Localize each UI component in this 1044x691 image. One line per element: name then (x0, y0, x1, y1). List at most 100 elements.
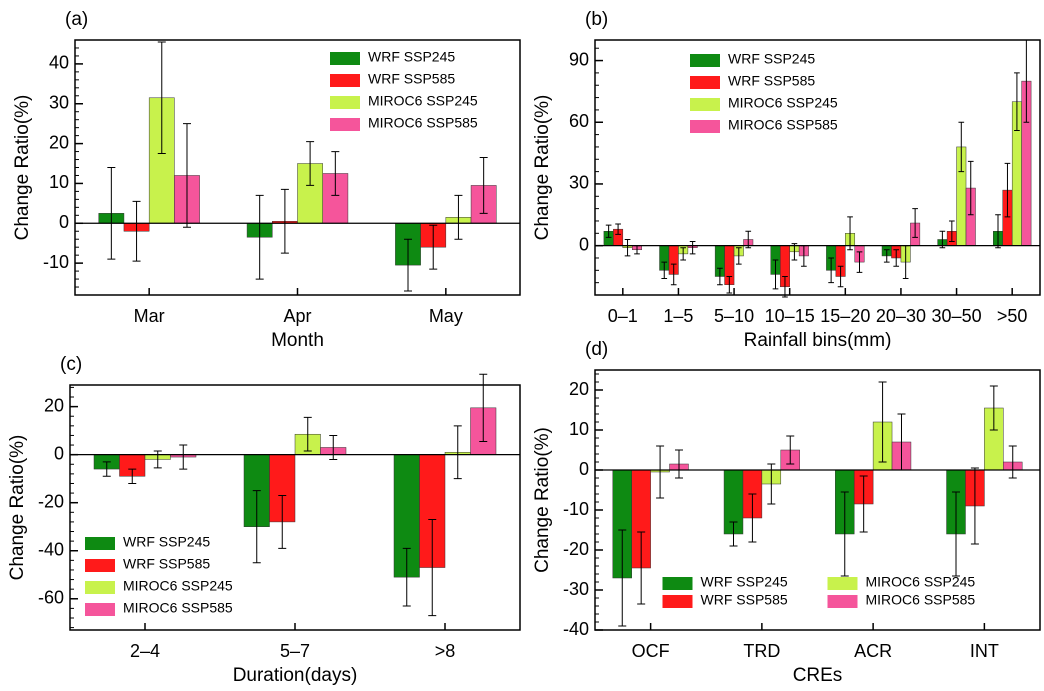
error-bar (670, 263, 677, 286)
legend-label: WRF SSP585 (728, 73, 815, 89)
legend-swatch (827, 577, 858, 590)
x-axis-label: Month (271, 330, 324, 351)
x-tick-label: Mar (134, 306, 165, 326)
error-bar (680, 247, 687, 261)
x-axis-label: CREs (793, 665, 843, 686)
legend-label: MIROC6 SSP245 (728, 95, 838, 111)
y-tick-label: 0 (579, 234, 589, 254)
error-bar (329, 434, 338, 460)
legend-swatch (330, 52, 360, 65)
error-bar (893, 249, 900, 267)
legend-label: MIROC6 SSP585 (123, 600, 233, 616)
error-bar (883, 249, 890, 263)
error-bar (878, 381, 887, 463)
x-tick-label: ACR (854, 641, 892, 661)
error-bar (748, 493, 757, 543)
legend-swatch (330, 74, 360, 87)
legend-swatch (330, 118, 360, 131)
error-bar (1004, 162, 1011, 218)
y-tick-label: 40 (49, 53, 69, 73)
error-bar (995, 214, 1001, 249)
legend-swatch (330, 96, 360, 109)
x-tick-label: >8 (435, 641, 456, 661)
legend-label: MIROC6 SSP245 (368, 93, 478, 109)
legend-swatch (690, 98, 720, 111)
error-bar (1008, 445, 1017, 479)
y-tick-label: -10 (43, 252, 69, 272)
y-tick-label: -40 (563, 619, 589, 639)
legend-label: WRF SSP245 (701, 574, 788, 590)
error-bar (454, 194, 463, 240)
x-tick-label: INT (970, 641, 999, 661)
x-tick-label: 1–5 (663, 306, 693, 326)
legend-label: MIROC6 SSP585 (866, 592, 976, 608)
error-bar (656, 445, 665, 499)
y-tick-label: -20 (38, 491, 64, 511)
error-bar (786, 435, 795, 465)
error-bar (729, 521, 738, 547)
error-bar (726, 275, 733, 294)
y-tick-label: -30 (563, 579, 589, 599)
y-tick-label: 10 (49, 172, 69, 192)
plot-frame (594, 369, 1041, 631)
error-bar (782, 275, 788, 298)
x-axis-label: Rainfall bins(mm) (744, 330, 892, 351)
error-bar (479, 157, 488, 214)
legend-label: WRF SSP585 (123, 556, 210, 572)
legend-label: WRF SSP245 (123, 534, 210, 550)
error-bar (661, 261, 668, 280)
legend-label: MIROC6 SSP585 (368, 115, 478, 131)
error-bar (970, 467, 979, 545)
plot-frame (594, 39, 1041, 296)
y-axis-label: Change Ratio(%) (12, 95, 33, 241)
x-tick-label: 5–10 (714, 306, 754, 326)
x-tick-label: 30–50 (932, 306, 982, 326)
y-tick-label: 10 (569, 419, 589, 439)
error-bar (859, 475, 868, 533)
error-bar (303, 416, 312, 452)
y-tick-label: 20 (44, 395, 64, 415)
error-bar (132, 200, 141, 262)
error-bar (948, 220, 955, 243)
error-bar (107, 167, 116, 260)
error-bar (637, 531, 646, 605)
error-bar (252, 490, 261, 564)
error-bar (453, 425, 462, 480)
legend-swatch (662, 577, 693, 590)
y-tick-label: 20 (569, 379, 589, 399)
error-bar (428, 519, 437, 617)
error-bar (102, 461, 111, 477)
error-bar (989, 385, 998, 431)
legend-label: MIROC6 SSP585 (728, 117, 838, 133)
legend-label: WRF SSP585 (701, 592, 788, 608)
error-bar (791, 243, 798, 261)
y-tick-label: 0 (579, 459, 589, 479)
error-bar (717, 267, 723, 286)
y-tick-label: -60 (38, 588, 64, 608)
error-bar (605, 224, 612, 238)
legend-label: MIROC6 SSP245 (866, 574, 976, 590)
legend-swatch (85, 603, 115, 616)
error-bar (179, 444, 188, 470)
error-bar (837, 265, 844, 288)
error-bar (912, 208, 918, 238)
y-tick-label: -40 (38, 539, 64, 559)
error-bar (735, 247, 742, 265)
error-bar (280, 188, 289, 254)
error-bar (306, 141, 315, 186)
error-bar (331, 151, 340, 196)
legend-swatch (85, 581, 115, 594)
error-bar (674, 449, 683, 479)
legend-label: WRF SSP245 (368, 49, 455, 65)
error-bar (840, 491, 849, 577)
error-bar (767, 463, 776, 505)
y-tick-label: 30 (49, 93, 69, 113)
y-tick-label: 90 (569, 49, 589, 69)
error-bar (255, 194, 264, 280)
legend-label: MIROC6 SSP245 (123, 578, 233, 594)
y-tick-label: 0 (54, 443, 64, 463)
panel-label: (b) (585, 9, 608, 30)
y-tick-label: 30 (569, 173, 589, 193)
y-tick-label: 60 (569, 111, 589, 131)
